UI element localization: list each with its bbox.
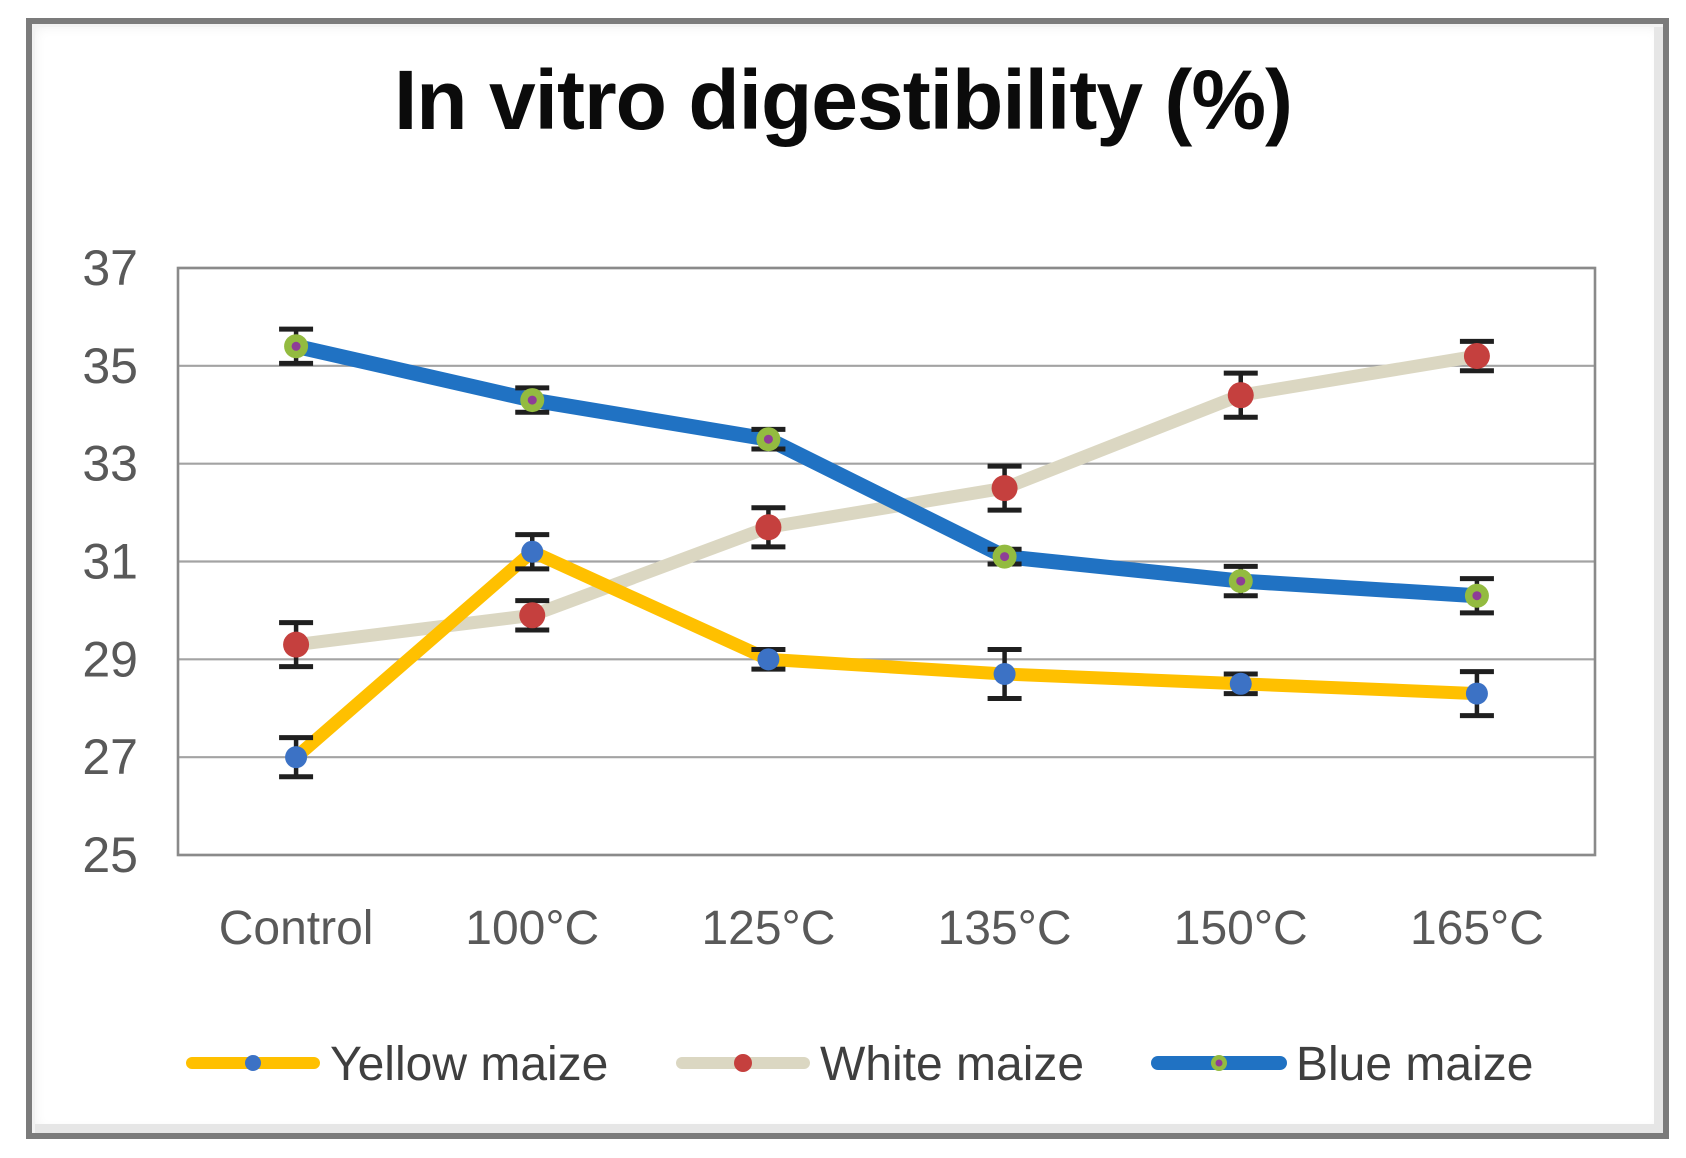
data-point-marker-center-blue-maize xyxy=(1236,576,1246,586)
legend-label-white-maize: White maize xyxy=(820,1038,1084,1091)
series-line-blue-maize xyxy=(288,338,1485,604)
y-axis-tick-label: 25 xyxy=(82,827,138,883)
chart-title: In vitro digestibility (%) xyxy=(393,53,1293,147)
data-point-marker-center-blue-maize xyxy=(1000,552,1010,562)
legend-swatch-marker-center-blue-maize xyxy=(1215,1059,1223,1067)
series-line-white-maize xyxy=(289,349,1484,652)
data-point-marker-yellow-maize xyxy=(521,540,544,563)
data-point-marker-white-maize xyxy=(519,602,546,629)
data-point-marker-white-maize xyxy=(991,475,1018,502)
legend-label-blue-maize: Blue maize xyxy=(1296,1038,1533,1091)
y-axis-tick-label: 35 xyxy=(82,338,138,394)
x-axis-category-label: 150°C xyxy=(1174,902,1308,955)
legend-swatch-marker-white-maize xyxy=(734,1054,752,1072)
data-point-marker-yellow-maize xyxy=(285,746,308,769)
data-point-marker-white-maize xyxy=(1463,343,1490,370)
plot-area-border xyxy=(176,266,1597,857)
legend-label-yellow-maize: Yellow maize xyxy=(330,1038,608,1091)
data-point-marker-yellow-maize xyxy=(757,648,780,671)
series-line-yellow-maize xyxy=(289,545,1484,764)
data-point-marker-yellow-maize xyxy=(1229,672,1252,695)
y-axis-tick-label: 37 xyxy=(82,240,138,296)
data-point-marker-center-blue-maize xyxy=(291,341,301,351)
y-axis-tick-label: 29 xyxy=(82,631,138,687)
data-point-marker-white-maize xyxy=(283,631,310,658)
page-frame xyxy=(26,18,1669,1139)
data-point-marker-yellow-maize xyxy=(1465,682,1488,705)
x-axis-category-label: 165°C xyxy=(1410,902,1544,955)
data-point-marker-center-blue-maize xyxy=(527,395,537,405)
data-point-marker-center-blue-maize xyxy=(763,434,773,444)
y-axis-tick-label: 27 xyxy=(82,729,138,785)
data-point-marker-white-maize xyxy=(755,514,782,541)
data-point-marker-white-maize xyxy=(1227,382,1254,409)
data-point-marker-yellow-maize xyxy=(993,663,1016,686)
data-point-marker-center-blue-maize xyxy=(1472,591,1482,601)
legend-swatch-marker-yellow-maize xyxy=(245,1055,261,1071)
x-axis-category-label: Control xyxy=(219,902,374,955)
x-axis-category-label: 125°C xyxy=(701,902,835,955)
y-axis-tick-label: 33 xyxy=(82,436,138,492)
x-axis-category-label: 100°C xyxy=(465,902,599,955)
x-axis-category-label: 135°C xyxy=(938,902,1072,955)
y-axis-tick-label: 31 xyxy=(82,534,138,590)
